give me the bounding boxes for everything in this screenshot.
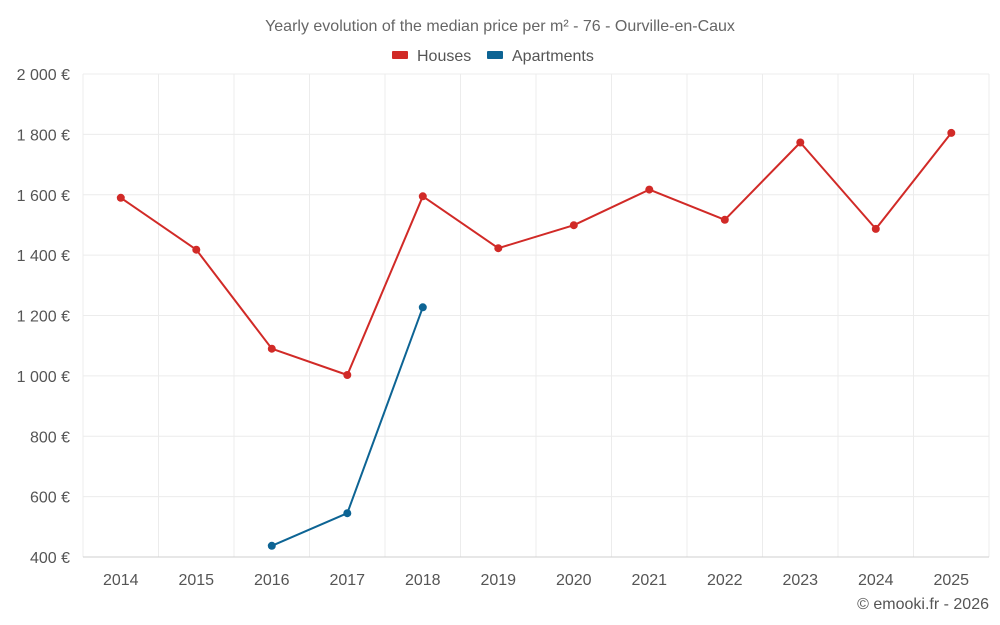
grid <box>82 73 990 558</box>
y-tick-label: 1 800 € <box>17 127 70 144</box>
data-point-apartments[interactable] <box>343 509 352 518</box>
x-tick-label: 2021 <box>631 572 667 589</box>
data-point-houses[interactable] <box>343 371 352 379</box>
credit-text: © emooki.fr - 2026 <box>857 596 989 613</box>
series <box>116 128 956 550</box>
data-point-houses[interactable] <box>267 344 276 353</box>
x-tick-label: 2023 <box>782 572 818 589</box>
y-tick-label: 2 000 € <box>17 67 70 84</box>
x-tick-label: 2014 <box>103 572 139 589</box>
axes: 400 € 600 € 800 € 1 000 € 1 200 € 1 400 € 1 60… <box>17 67 989 589</box>
data-point-houses[interactable] <box>192 245 201 254</box>
data-point-houses[interactable] <box>494 244 503 253</box>
x-tick-label: 2016 <box>254 572 290 589</box>
legend-item-apartments[interactable]: Apartments <box>487 48 594 65</box>
data-point-houses[interactable] <box>116 193 125 202</box>
y-tick-label: 1 600 € <box>17 188 70 205</box>
data-point-houses[interactable] <box>796 138 805 147</box>
data-point-houses[interactable] <box>720 215 729 224</box>
legend-item-houses[interactable]: Houses <box>392 48 471 65</box>
x-tick-label: 2017 <box>329 572 365 589</box>
y-tick-label: 1 000 € <box>17 369 70 386</box>
series-line-houses <box>120 132 953 376</box>
x-tick-label: 2015 <box>178 572 214 589</box>
legend-label-houses: Houses <box>417 48 471 65</box>
y-tick-label: 400 € <box>30 550 70 567</box>
x-tick-label: 2025 <box>933 572 969 589</box>
x-tick-label: 2020 <box>556 572 592 589</box>
x-tick-label: 2019 <box>480 572 516 589</box>
data-point-apartments[interactable] <box>418 303 427 312</box>
data-point-houses[interactable] <box>871 224 880 233</box>
y-tick-label: 800 € <box>30 429 70 446</box>
legend-label-apartments: Apartments <box>512 48 594 65</box>
y-tick-label: 600 € <box>30 490 70 507</box>
legend-swatch-houses <box>392 51 408 59</box>
data-point-houses[interactable] <box>947 128 956 137</box>
legend-swatch-apartments <box>487 51 503 59</box>
data-point-apartments[interactable] <box>267 541 276 550</box>
y-tick-label: 1 200 € <box>17 309 70 326</box>
data-point-houses[interactable] <box>569 221 578 230</box>
x-tick-label: 2024 <box>858 572 894 589</box>
y-tick-label: 1 400 € <box>17 248 70 265</box>
data-point-houses[interactable] <box>418 192 427 201</box>
x-tick-label: 2022 <box>707 572 743 589</box>
chart-title: Yearly evolution of the median price per… <box>265 18 735 35</box>
data-point-houses[interactable] <box>645 185 654 194</box>
x-tick-label: 2018 <box>405 572 441 589</box>
legend: Houses Apartments <box>392 48 594 65</box>
